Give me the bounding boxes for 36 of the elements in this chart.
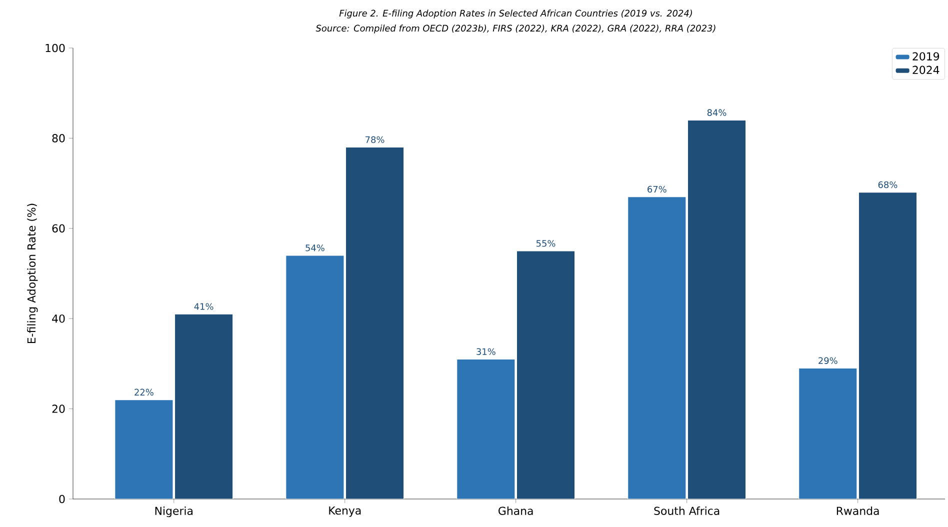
y-tick-label: 0: [59, 494, 65, 504]
bar: [858, 192, 918, 499]
data-label: 31%: [476, 348, 496, 355]
data-label: 41%: [194, 303, 214, 310]
bar: [798, 368, 858, 499]
x-tick-label: Nigeria: [155, 506, 192, 518]
y-tick-label: 100: [46, 44, 65, 52]
y-tick-label: 20: [52, 404, 65, 413]
chart-title: Figure 2. E-filing Adoption Rates in Selected African Countries (2019 vs. 2024): [339, 10, 692, 18]
data-label: 84%: [707, 109, 726, 116]
x-tick-label: South Africa: [654, 506, 720, 516]
source-note: Source: Compiled from OECD (2023b), FIRS (2022), KRA (2022), GRA (2022), RRA (2023): [316, 24, 716, 34]
bar: [456, 358, 516, 499]
data-label: 22%: [134, 388, 154, 396]
x-tick-label: Rwanda: [836, 506, 879, 516]
legend-label: 2019: [912, 52, 940, 60]
y-tick-label: 60: [52, 224, 65, 233]
x-tick-label: Ghana: [498, 506, 533, 516]
bar: [516, 250, 576, 499]
bar: [174, 314, 234, 499]
data-label: 68%: [878, 181, 898, 188]
bar: [687, 120, 746, 499]
data-label: 67%: [648, 186, 666, 193]
y-tick-label: 80: [52, 134, 65, 142]
x-tick-label: Kenya: [329, 506, 361, 517]
legend-label: 2024: [912, 66, 940, 74]
data-label: 54%: [306, 244, 324, 252]
bar: [114, 399, 174, 499]
data-label: 78%: [366, 136, 384, 144]
bar: [286, 255, 344, 499]
bar: [628, 196, 686, 499]
y-axis-title: E-filing Adoption Rate (%): [27, 204, 38, 344]
y-tick-label: 40: [52, 314, 65, 323]
data-label: 55%: [536, 240, 556, 247]
bar: [345, 146, 404, 499]
data-label: 29%: [818, 357, 838, 364]
